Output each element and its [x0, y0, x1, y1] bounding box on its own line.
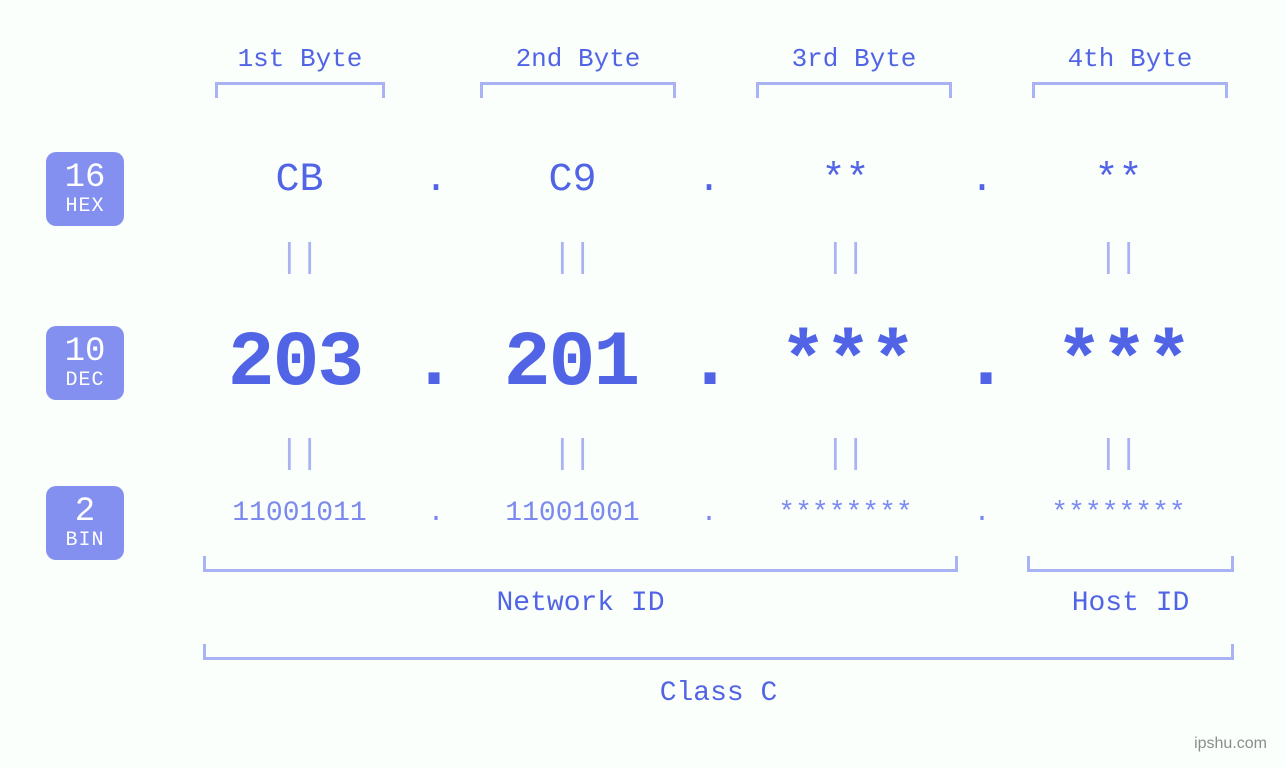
equals-icon: || — [729, 436, 962, 474]
network-id-label: Network ID — [203, 588, 958, 619]
base-radix-hex: 16 — [65, 161, 106, 195]
equals-row-2: || || || || — [183, 436, 1235, 474]
equals-icon: || — [183, 436, 416, 474]
watermark: ipshu.com — [1194, 735, 1267, 753]
dot: . — [962, 158, 1002, 203]
base-radix-bin: 2 — [75, 495, 95, 529]
dec-row: 203 . 201 . *** . *** — [183, 320, 1235, 408]
dot: . — [962, 498, 1002, 529]
byte-header-2: 2nd Byte — [478, 44, 678, 74]
base-badge-bin: 2 BIN — [46, 486, 124, 560]
dot: . — [689, 498, 729, 529]
host-id-label: Host ID — [1027, 588, 1234, 619]
equals-icon: || — [456, 240, 689, 278]
dot: . — [407, 320, 459, 408]
equals-row-1: || || || || — [183, 240, 1235, 278]
network-id-bracket — [203, 556, 958, 572]
dec-byte-4: *** — [1011, 320, 1235, 408]
host-id-bracket — [1027, 556, 1234, 572]
base-radix-dec: 10 — [65, 335, 106, 369]
equals-icon: || — [1002, 436, 1235, 474]
dot: . — [416, 498, 456, 529]
class-bracket — [203, 644, 1234, 660]
dot: . — [683, 320, 735, 408]
base-badge-dec: 10 DEC — [46, 326, 124, 400]
byte-header-4: 4th Byte — [1030, 44, 1230, 74]
bin-row: 11001011 . 11001001 . ******** . *******… — [183, 498, 1235, 529]
dec-byte-3: *** — [735, 320, 959, 408]
top-bracket-4 — [1032, 82, 1228, 98]
bin-byte-2: 11001001 — [456, 498, 689, 529]
hex-byte-4: ** — [1002, 158, 1235, 203]
base-badge-hex: 16 HEX — [46, 152, 124, 226]
top-bracket-3 — [756, 82, 952, 98]
dot: . — [959, 320, 1011, 408]
equals-icon: || — [456, 436, 689, 474]
dot: . — [416, 158, 456, 203]
byte-header-1: 1st Byte — [200, 44, 400, 74]
hex-byte-3: ** — [729, 158, 962, 203]
base-label-dec: DEC — [65, 371, 104, 391]
hex-byte-1: CB — [183, 158, 416, 203]
byte-header-3: 3rd Byte — [754, 44, 954, 74]
dec-byte-1: 203 — [183, 320, 407, 408]
bin-byte-3: ******** — [729, 498, 962, 529]
top-bracket-1 — [215, 82, 385, 98]
equals-icon: || — [183, 240, 416, 278]
base-label-bin: BIN — [65, 531, 104, 551]
hex-byte-2: C9 — [456, 158, 689, 203]
bin-byte-4: ******** — [1002, 498, 1235, 529]
class-label: Class C — [203, 678, 1234, 709]
bin-byte-1: 11001011 — [183, 498, 416, 529]
dot: . — [689, 158, 729, 203]
equals-icon: || — [1002, 240, 1235, 278]
base-label-hex: HEX — [65, 197, 104, 217]
hex-row: CB . C9 . ** . ** — [183, 158, 1235, 203]
dec-byte-2: 201 — [459, 320, 683, 408]
top-bracket-2 — [480, 82, 676, 98]
equals-icon: || — [729, 240, 962, 278]
